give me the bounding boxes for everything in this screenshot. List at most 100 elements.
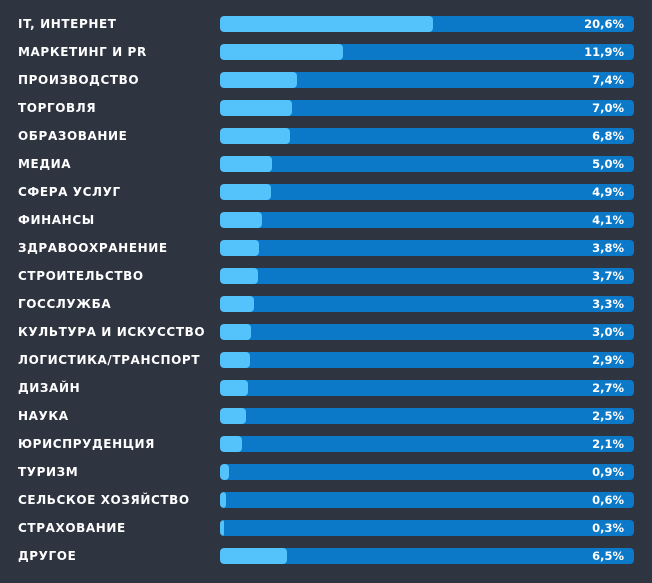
bar-row: IT, ИНТЕРНЕТ 20,6%	[0, 16, 652, 32]
bar-track: 4,1%	[220, 212, 634, 228]
bar-track: 2,9%	[220, 352, 634, 368]
category-label: ДРУГОЕ	[18, 549, 77, 563]
bar	[220, 548, 287, 564]
bar-row: ТОРГОВЛЯ 7,0%	[0, 100, 652, 116]
bar-row: ЮРИСПРУДЕНЦИЯ 2,1%	[0, 436, 652, 452]
value-label: 4,9%	[592, 185, 624, 199]
bar-track: 7,0%	[220, 100, 634, 116]
bar-row: СТРАХОВАНИЕ 0,3%	[0, 520, 652, 536]
value-label: 2,5%	[592, 409, 624, 423]
value-label: 3,0%	[592, 325, 624, 339]
bar	[220, 156, 272, 172]
category-label: ПРОИЗВОДСТВО	[18, 73, 140, 87]
value-label: 2,9%	[592, 353, 624, 367]
bar	[220, 212, 262, 228]
value-label: 2,1%	[592, 437, 624, 451]
bar-row: МЕДИА 5,0%	[0, 156, 652, 172]
bar	[220, 324, 251, 340]
value-label: 3,7%	[592, 269, 624, 283]
bar-track: 2,5%	[220, 408, 634, 424]
bar-track: 3,8%	[220, 240, 634, 256]
bar-row: КУЛЬТУРА И ИСКУССТВО 3,0%	[0, 324, 652, 340]
bar-row: ДРУГОЕ 6,5%	[0, 548, 652, 564]
bar	[220, 240, 259, 256]
category-label: ОБРАЗОВАНИЕ	[18, 129, 128, 143]
category-label: МАРКЕТИНГ И PR	[18, 45, 147, 59]
category-label: СТРОИТЕЛЬСТВО	[18, 269, 144, 283]
bar	[220, 72, 297, 88]
bar-track: 0,6%	[220, 492, 634, 508]
value-label: 0,3%	[592, 521, 624, 535]
value-label: 5,0%	[592, 157, 624, 171]
category-label: МЕДИА	[18, 157, 72, 171]
bar	[220, 520, 224, 536]
bar-track: 2,1%	[220, 436, 634, 452]
bar-track: 3,0%	[220, 324, 634, 340]
bar-row: ЗДРАВООХРАНЕНИЕ 3,8%	[0, 240, 652, 256]
bar	[220, 436, 242, 452]
value-label: 0,9%	[592, 465, 624, 479]
bar-row: МАРКЕТИНГ И PR 11,9%	[0, 44, 652, 60]
value-label: 2,7%	[592, 381, 624, 395]
bar-row: ПРОИЗВОДСТВО 7,4%	[0, 72, 652, 88]
category-label: ЮРИСПРУДЕНЦИЯ	[18, 437, 155, 451]
category-label: КУЛЬТУРА И ИСКУССТВО	[18, 325, 206, 339]
bar-track: 20,6%	[220, 16, 634, 32]
bar-track: 5,0%	[220, 156, 634, 172]
category-label: ТОРГОВЛЯ	[18, 101, 97, 115]
bar	[220, 128, 290, 144]
bar-track: 3,3%	[220, 296, 634, 312]
bar	[220, 380, 248, 396]
category-label: ЛОГИСТИКА/ТРАНСПОРТ	[18, 353, 201, 367]
category-label: ГОССЛУЖБА	[18, 297, 112, 311]
category-label: СФЕРА УСЛУГ	[18, 185, 121, 199]
value-label: 0,6%	[592, 493, 624, 507]
bar	[220, 492, 226, 508]
bar-track: 6,8%	[220, 128, 634, 144]
bar-track: 4,9%	[220, 184, 634, 200]
bar	[220, 100, 292, 116]
value-label: 6,8%	[592, 129, 624, 143]
bar-row: СФЕРА УСЛУГ 4,9%	[0, 184, 652, 200]
bar-row: ГОССЛУЖБА 3,3%	[0, 296, 652, 312]
bar	[220, 16, 433, 32]
category-label: IT, ИНТЕРНЕТ	[18, 17, 117, 31]
category-label: ДИЗАЙН	[18, 381, 81, 395]
bar-row: ОБРАЗОВАНИЕ 6,8%	[0, 128, 652, 144]
category-label: НАУКА	[18, 409, 69, 423]
value-label: 3,3%	[592, 297, 624, 311]
bar	[220, 352, 250, 368]
bar	[220, 296, 254, 312]
bar	[220, 268, 258, 284]
bar-track: 6,5%	[220, 548, 634, 564]
value-label: 7,0%	[592, 101, 624, 115]
value-label: 4,1%	[592, 213, 624, 227]
bar-row: ЛОГИСТИКА/ТРАНСПОРТ 2,9%	[0, 352, 652, 368]
bar-row: СЕЛЬСКОЕ ХОЗЯЙСТВО 0,6%	[0, 492, 652, 508]
category-label: СТРАХОВАНИЕ	[18, 521, 126, 535]
value-label: 7,4%	[592, 73, 624, 87]
bar-track: 0,3%	[220, 520, 634, 536]
bar-track: 3,7%	[220, 268, 634, 284]
value-label: 20,6%	[584, 17, 624, 31]
value-label: 6,5%	[592, 549, 624, 563]
category-label: СЕЛЬСКОЕ ХОЗЯЙСТВО	[18, 493, 190, 507]
bar-row: НАУКА 2,5%	[0, 408, 652, 424]
bar-row: ТУРИЗМ 0,9%	[0, 464, 652, 480]
bar-row: ДИЗАЙН 2,7%	[0, 380, 652, 396]
category-label: ТУРИЗМ	[18, 465, 79, 479]
bar	[220, 184, 271, 200]
bar-track: 2,7%	[220, 380, 634, 396]
bar-row: ФИНАНСЫ 4,1%	[0, 212, 652, 228]
bar	[220, 464, 229, 480]
bar-row: СТРОИТЕЛЬСТВО 3,7%	[0, 268, 652, 284]
category-label: ФИНАНСЫ	[18, 213, 95, 227]
category-label: ЗДРАВООХРАНЕНИЕ	[18, 241, 168, 255]
bar-track: 11,9%	[220, 44, 634, 60]
value-label: 11,9%	[584, 45, 624, 59]
bar	[220, 408, 246, 424]
bar-track: 0,9%	[220, 464, 634, 480]
bar-track: 7,4%	[220, 72, 634, 88]
bar	[220, 44, 343, 60]
